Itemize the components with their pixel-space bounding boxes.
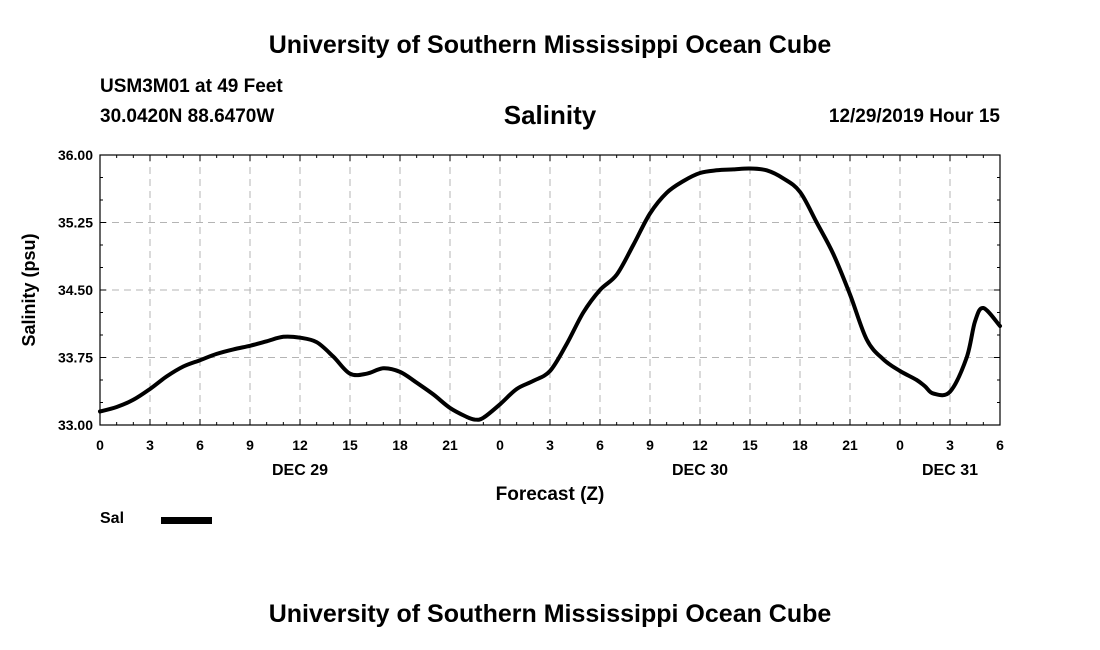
y-axis-label: Salinity (psu) — [19, 233, 39, 346]
y-tick-label: 34.50 — [58, 282, 93, 298]
forecast-datetime: 12/29/2019 Hour 15 — [828, 106, 1000, 127]
x-tick-label: 0 — [96, 437, 104, 453]
x-tick-label: 15 — [342, 437, 358, 453]
x-tick-label: 6 — [596, 437, 604, 453]
x-tick-label: 21 — [842, 437, 858, 453]
x-tick-label: 21 — [442, 437, 458, 453]
y-tick-label: 33.75 — [58, 350, 93, 366]
legend-swatch — [161, 517, 212, 524]
chart-footer-title: University of Southern Mississippi Ocean… — [268, 600, 832, 628]
x-tick-label: 0 — [896, 437, 904, 453]
x-tick-label: 12 — [692, 437, 708, 453]
chart-header-title: University of Southern Mississippi Ocean… — [268, 31, 832, 59]
x-tick-label: 3 — [546, 437, 554, 453]
labels-layer: 0 3 6 9 12 15 18 21 0 3 6 9 12 15 18 21 0 3 6 33.00 33.75 34.… — [58, 147, 1004, 479]
x-tick-label: 9 — [646, 437, 654, 453]
y-tick-label: 35.25 — [58, 215, 93, 231]
x-axis-label: Forecast (Z) — [496, 484, 605, 505]
x-tick-label: 12 — [292, 437, 308, 453]
x-tick-label: 3 — [146, 437, 154, 453]
x-tick-label: 6 — [196, 437, 204, 453]
day-label: DEC 29 — [272, 462, 328, 479]
day-label: DEC 31 — [922, 462, 978, 479]
x-tick-label: 0 — [496, 437, 504, 453]
x-tick-label: 15 — [742, 437, 758, 453]
x-tick-label: 6 — [996, 437, 1004, 453]
x-tick-label: 18 — [392, 437, 408, 453]
plot-frame — [99, 154, 1001, 426]
station-label: USM3M01 at 49 Feet — [100, 76, 283, 97]
chart-title: Salinity — [503, 100, 597, 130]
y-tick-label: 33.00 — [58, 417, 93, 433]
x-tick-label: 18 — [792, 437, 808, 453]
legend-label: Sal — [100, 510, 125, 527]
series-line-sal — [98, 166, 1002, 422]
grid-layer — [100, 155, 1000, 425]
day-label: DEC 30 — [672, 462, 728, 479]
station-coordinates: 30.0420N 88.6470W — [100, 106, 275, 127]
x-tick-label: 9 — [246, 437, 254, 453]
x-tick-label: 3 — [946, 437, 954, 453]
y-tick-label: 36.00 — [58, 147, 93, 163]
